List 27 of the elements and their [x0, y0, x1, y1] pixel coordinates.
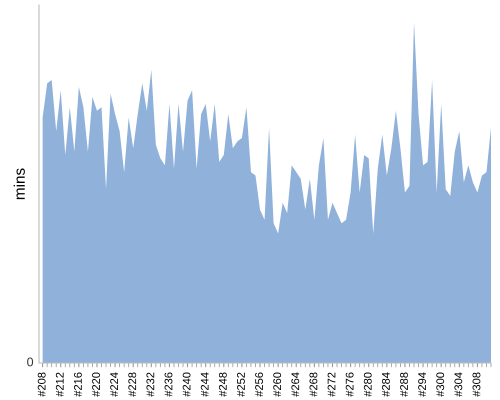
x-tick-label: #248: [218, 372, 227, 397]
x-tick-label: #236: [164, 372, 172, 397]
x-tick-label: #228: [128, 372, 136, 397]
x-tick-label: #240: [182, 372, 191, 397]
text: 0: [27, 358, 34, 366]
x-tick-label: #268: [309, 372, 318, 397]
x-tick-label: #224: [110, 372, 118, 397]
x-tick-label: #252: [237, 372, 245, 397]
x-tick-label: #308: [472, 372, 480, 397]
x-tick-label: #264: [291, 372, 300, 397]
x-tick-label: #304: [454, 372, 462, 397]
x-tick-label: #284: [382, 372, 390, 397]
y-axis-title: mins: [14, 168, 25, 200]
x-tick-label: #276: [346, 372, 354, 397]
x-tick-label: #294: [418, 372, 426, 397]
x-tick-label: #300: [436, 372, 444, 397]
x-tick-label: #244: [200, 372, 209, 397]
x-tick-label: #216: [74, 372, 82, 397]
x-tick-label: #232: [146, 372, 154, 397]
x-tick-label: #256: [255, 372, 263, 397]
x-tick-label: #208: [38, 372, 46, 397]
x-tick-label: #288: [400, 372, 408, 397]
x-tick-label: #220: [92, 372, 100, 397]
x-tick-label: #212: [56, 372, 64, 397]
x-tick-label: #280: [364, 372, 372, 397]
x-tick-label: #260: [273, 372, 282, 397]
x-tick-label: #272: [328, 372, 336, 397]
